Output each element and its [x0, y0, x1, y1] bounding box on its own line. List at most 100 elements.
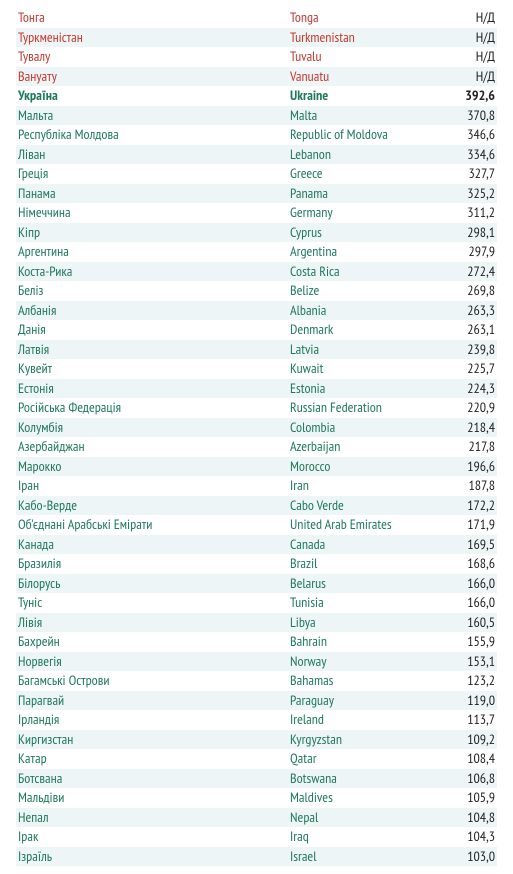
country-name-en: Republic of Moldova	[286, 125, 437, 145]
table-row: НорвегіяNorway153,1	[16, 652, 497, 672]
country-name-ua: Парагвай	[16, 691, 286, 711]
country-name-ua: Кабо-Верде	[16, 496, 286, 516]
country-value: Н/Д	[437, 47, 497, 67]
country-name-ua: Латвія	[16, 340, 286, 360]
table-row: ВануатуVanuatuН/Д	[16, 67, 497, 87]
table-row: ЛатвіяLatvia239,8	[16, 340, 497, 360]
table-row: ЕстоніяEstonia224,3	[16, 379, 497, 399]
country-value: 172,2	[437, 496, 497, 516]
country-name-ua: Ботсвана	[16, 769, 286, 789]
table-row: ІракIraq104,3	[16, 827, 497, 847]
table-row: ЛівіяLibya160,5	[16, 613, 497, 633]
table-row: АргентинаArgentina297,9	[16, 242, 497, 262]
country-value: 123,2	[437, 671, 497, 691]
table-row: КанадаCanada169,5	[16, 535, 497, 555]
country-value: 104,3	[437, 827, 497, 847]
country-name-en: Tonga	[286, 8, 437, 28]
table-row: АзербайджанAzerbaijan217,8	[16, 437, 497, 457]
table-row: ТуркменістанTurkmenistanН/Д	[16, 28, 497, 48]
table-row: Республіка МолдоваRepublic of Moldova346…	[16, 125, 497, 145]
table-row: Коста-РикаCosta Rica272,4	[16, 262, 497, 282]
country-name-ua: Аргентина	[16, 242, 286, 262]
country-name-ua: Панама	[16, 184, 286, 204]
country-name-ua: Іран	[16, 476, 286, 496]
country-name-en: Kyrgyzstan	[286, 730, 437, 750]
country-name-en: Ireland	[286, 710, 437, 730]
table-row: ГреціяGreece327,7	[16, 164, 497, 184]
country-value: 153,1	[437, 652, 497, 672]
country-name-en: Tuvalu	[286, 47, 437, 67]
country-value: Н/Д	[437, 28, 497, 48]
country-name-en: United Arab Emirates	[286, 515, 437, 535]
table-row: Багамські ОстровиBahamas123,2	[16, 671, 497, 691]
country-name-ua: Об'єднані Арабські Емірати	[16, 515, 286, 535]
country-value: 225,7	[437, 359, 497, 379]
country-name-ua: Лівія	[16, 613, 286, 633]
country-name-en: Tunisia	[286, 593, 437, 613]
country-name-ua: Тувалу	[16, 47, 286, 67]
country-value: 155,9	[437, 632, 497, 652]
country-name-en: Azerbaijan	[286, 437, 437, 457]
country-name-ua: Греція	[16, 164, 286, 184]
country-name-en: Kuwait	[286, 359, 437, 379]
country-name-en: Cabo Verde	[286, 496, 437, 516]
country-name-ua: Ірак	[16, 827, 286, 847]
country-value: 171,9	[437, 515, 497, 535]
table-row: ТунісTunisia166,0	[16, 593, 497, 613]
country-name-en: Maldives	[286, 788, 437, 808]
country-name-ua: Російська Федерація	[16, 398, 286, 418]
table-row: МальтаMalta370,8	[16, 106, 497, 126]
country-name-en: Albania	[286, 301, 437, 321]
country-name-ua: Бразилія	[16, 554, 286, 574]
country-name-ua: Україна	[16, 86, 286, 106]
country-name-ua: Кіпр	[16, 223, 286, 243]
table-row: КатарQatar108,4	[16, 749, 497, 769]
country-value: 269,8	[437, 281, 497, 301]
country-name-ua: Білорусь	[16, 574, 286, 594]
table-row: АлбаніяAlbania263,3	[16, 301, 497, 321]
country-value: 187,8	[437, 476, 497, 496]
country-name-en: Malta	[286, 106, 437, 126]
country-name-ua: Ізраїль	[16, 847, 286, 867]
table-row: ТувалуTuvaluН/Д	[16, 47, 497, 67]
country-value: 311,2	[437, 203, 497, 223]
country-value: 103,0	[437, 847, 497, 867]
country-name-en: Botswana	[286, 769, 437, 789]
country-name-ua: Ліван	[16, 145, 286, 165]
country-name-en: Iraq	[286, 827, 437, 847]
country-value: Н/Д	[437, 67, 497, 87]
country-value: 104,8	[437, 808, 497, 828]
country-name-en: Panama	[286, 184, 437, 204]
country-name-ua: Кувейт	[16, 359, 286, 379]
country-name-en: Belarus	[286, 574, 437, 594]
country-name-en: Ukraine	[286, 86, 437, 106]
country-value: 108,4	[437, 749, 497, 769]
table-row: Об'єднані Арабські ЕміратиUnited Arab Em…	[16, 515, 497, 535]
country-name-ua: Мальта	[16, 106, 286, 126]
country-name-en: Latvia	[286, 340, 437, 360]
country-value: 218,4	[437, 418, 497, 438]
table-row: ДаніяDenmark263,1	[16, 320, 497, 340]
country-name-en: Bahamas	[286, 671, 437, 691]
table-row: МароккоMorocco196,6	[16, 457, 497, 477]
country-name-en: Paraguay	[286, 691, 437, 711]
country-name-ua: Азербайджан	[16, 437, 286, 457]
country-name-en: Morocco	[286, 457, 437, 477]
country-name-en: Iran	[286, 476, 437, 496]
country-name-en: Colombia	[286, 418, 437, 438]
country-name-ua: Норвегія	[16, 652, 286, 672]
country-name-ua: Данія	[16, 320, 286, 340]
table-row: ПарагвайParaguay119,0	[16, 691, 497, 711]
country-name-ua: Колумбія	[16, 418, 286, 438]
country-name-ua: Киргизстан	[16, 730, 286, 750]
table-row: Російська ФедераціяRussian Federation220…	[16, 398, 497, 418]
country-name-ua: Катар	[16, 749, 286, 769]
country-value: 105,9	[437, 788, 497, 808]
table-row: УкраїнаUkraine392,6	[16, 86, 497, 106]
country-name-en: Qatar	[286, 749, 437, 769]
country-value: 119,0	[437, 691, 497, 711]
table-row: БелізBelize269,8	[16, 281, 497, 301]
country-value: 334,6	[437, 145, 497, 165]
country-name-ua: Марокко	[16, 457, 286, 477]
country-value: 272,4	[437, 262, 497, 282]
